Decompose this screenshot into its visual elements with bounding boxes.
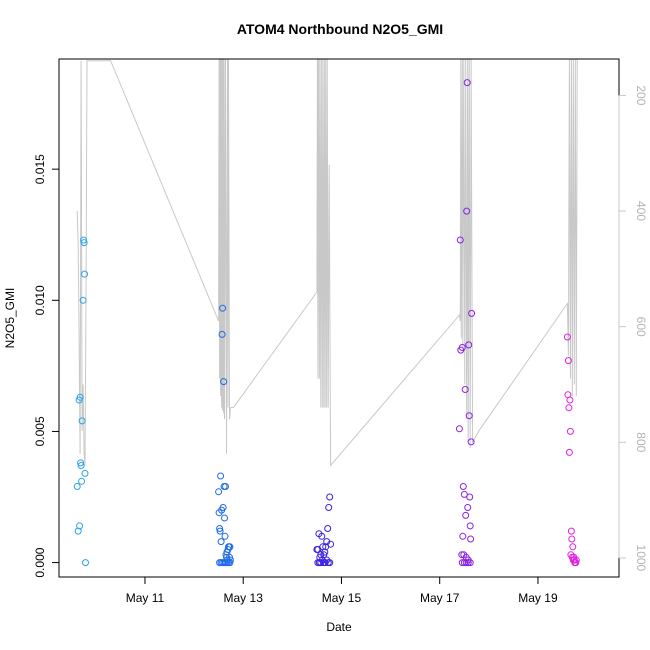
data-point bbox=[226, 559, 234, 567]
data-point bbox=[221, 532, 229, 540]
data-point bbox=[564, 357, 572, 365]
data-point bbox=[78, 417, 86, 425]
data-point bbox=[455, 425, 463, 433]
x-tick-label: May 17 bbox=[420, 591, 460, 605]
data-point bbox=[77, 459, 85, 467]
y-tick-label: 0.000 bbox=[33, 547, 47, 577]
data-point bbox=[325, 504, 333, 511]
data-point bbox=[466, 559, 474, 567]
data-point bbox=[215, 488, 223, 496]
secondary-tick-label: 600 bbox=[634, 317, 648, 337]
data-point bbox=[76, 522, 84, 530]
data-point bbox=[326, 493, 334, 501]
data-point bbox=[462, 559, 470, 567]
data-point bbox=[217, 472, 225, 480]
x-tick-label: May 11 bbox=[126, 591, 165, 605]
data-point bbox=[81, 270, 88, 278]
y-axis-label: N2O5_GMI bbox=[3, 288, 17, 349]
data-point bbox=[572, 559, 580, 567]
data-point bbox=[466, 493, 474, 501]
data-point bbox=[569, 543, 577, 551]
y-tick-label: 0.005 bbox=[33, 416, 47, 446]
data-point bbox=[78, 477, 86, 485]
x-tick-label: May 19 bbox=[518, 591, 558, 605]
data-point bbox=[566, 427, 574, 435]
data-point bbox=[464, 559, 472, 567]
x-tick-label: May 15 bbox=[322, 591, 362, 605]
data-point bbox=[465, 412, 473, 420]
data-point bbox=[80, 239, 88, 247]
secondary-tick-label: 400 bbox=[634, 201, 648, 221]
data-point bbox=[326, 559, 334, 567]
data-point bbox=[77, 462, 85, 469]
data-point bbox=[566, 396, 574, 404]
data-point bbox=[468, 309, 476, 317]
secondary-tick-label: 1000 bbox=[634, 545, 648, 572]
data-point bbox=[222, 483, 229, 490]
data-point bbox=[220, 378, 228, 386]
x-axis: May 11 May 13 May 15 May 17 May 19 bbox=[126, 576, 558, 605]
data-point bbox=[459, 532, 467, 540]
data-point bbox=[568, 535, 576, 543]
data-point bbox=[465, 341, 473, 349]
y-axis: 0.000 0.005 0.010 0.015 bbox=[33, 154, 60, 578]
data-point bbox=[73, 483, 81, 490]
data-point bbox=[321, 548, 329, 556]
data-point bbox=[81, 469, 89, 477]
data-point bbox=[572, 556, 580, 564]
data-point bbox=[565, 404, 573, 412]
data-points-layer bbox=[73, 79, 580, 567]
data-point bbox=[456, 236, 464, 244]
data-point bbox=[79, 296, 87, 304]
data-point bbox=[318, 532, 326, 540]
y-tick-label: 0.010 bbox=[33, 285, 47, 315]
secondary-tick-label: 800 bbox=[634, 432, 648, 452]
data-point bbox=[219, 504, 227, 511]
data-point bbox=[76, 393, 84, 401]
data-point bbox=[563, 333, 571, 341]
data-point bbox=[460, 490, 468, 498]
y-tick-label: 0.015 bbox=[33, 154, 47, 184]
pressure-line-layer bbox=[76, 58, 578, 467]
data-point bbox=[218, 330, 226, 338]
data-point bbox=[463, 79, 471, 87]
data-point bbox=[463, 207, 471, 215]
x-axis-label: Date bbox=[326, 620, 352, 634]
data-point bbox=[466, 522, 474, 530]
plot-frame bbox=[58, 58, 620, 578]
pressure-line bbox=[76, 58, 578, 467]
data-point bbox=[467, 535, 475, 543]
data-point bbox=[462, 511, 470, 519]
data-point bbox=[216, 525, 224, 532]
data-point bbox=[459, 483, 467, 490]
data-point bbox=[74, 527, 82, 535]
data-point bbox=[467, 438, 475, 446]
data-point bbox=[221, 514, 228, 522]
data-point bbox=[80, 236, 88, 244]
data-point bbox=[324, 525, 332, 532]
data-point bbox=[567, 527, 575, 535]
data-point bbox=[226, 543, 234, 551]
data-point bbox=[327, 540, 335, 548]
data-point bbox=[216, 527, 224, 535]
data-point bbox=[219, 304, 227, 312]
chart-title: ATOM4 Northbound N2O5_GMI bbox=[237, 21, 443, 37]
data-point bbox=[565, 448, 573, 456]
secondary-tick-label: 200 bbox=[634, 85, 648, 105]
data-point bbox=[464, 504, 472, 511]
data-point bbox=[217, 538, 225, 546]
secondary-y-axis: 200 400 600 800 1000 bbox=[618, 85, 648, 572]
x-tick-label: May 13 bbox=[224, 591, 264, 605]
data-point bbox=[458, 344, 466, 351]
data-point bbox=[82, 559, 89, 567]
data-point bbox=[461, 386, 469, 393]
